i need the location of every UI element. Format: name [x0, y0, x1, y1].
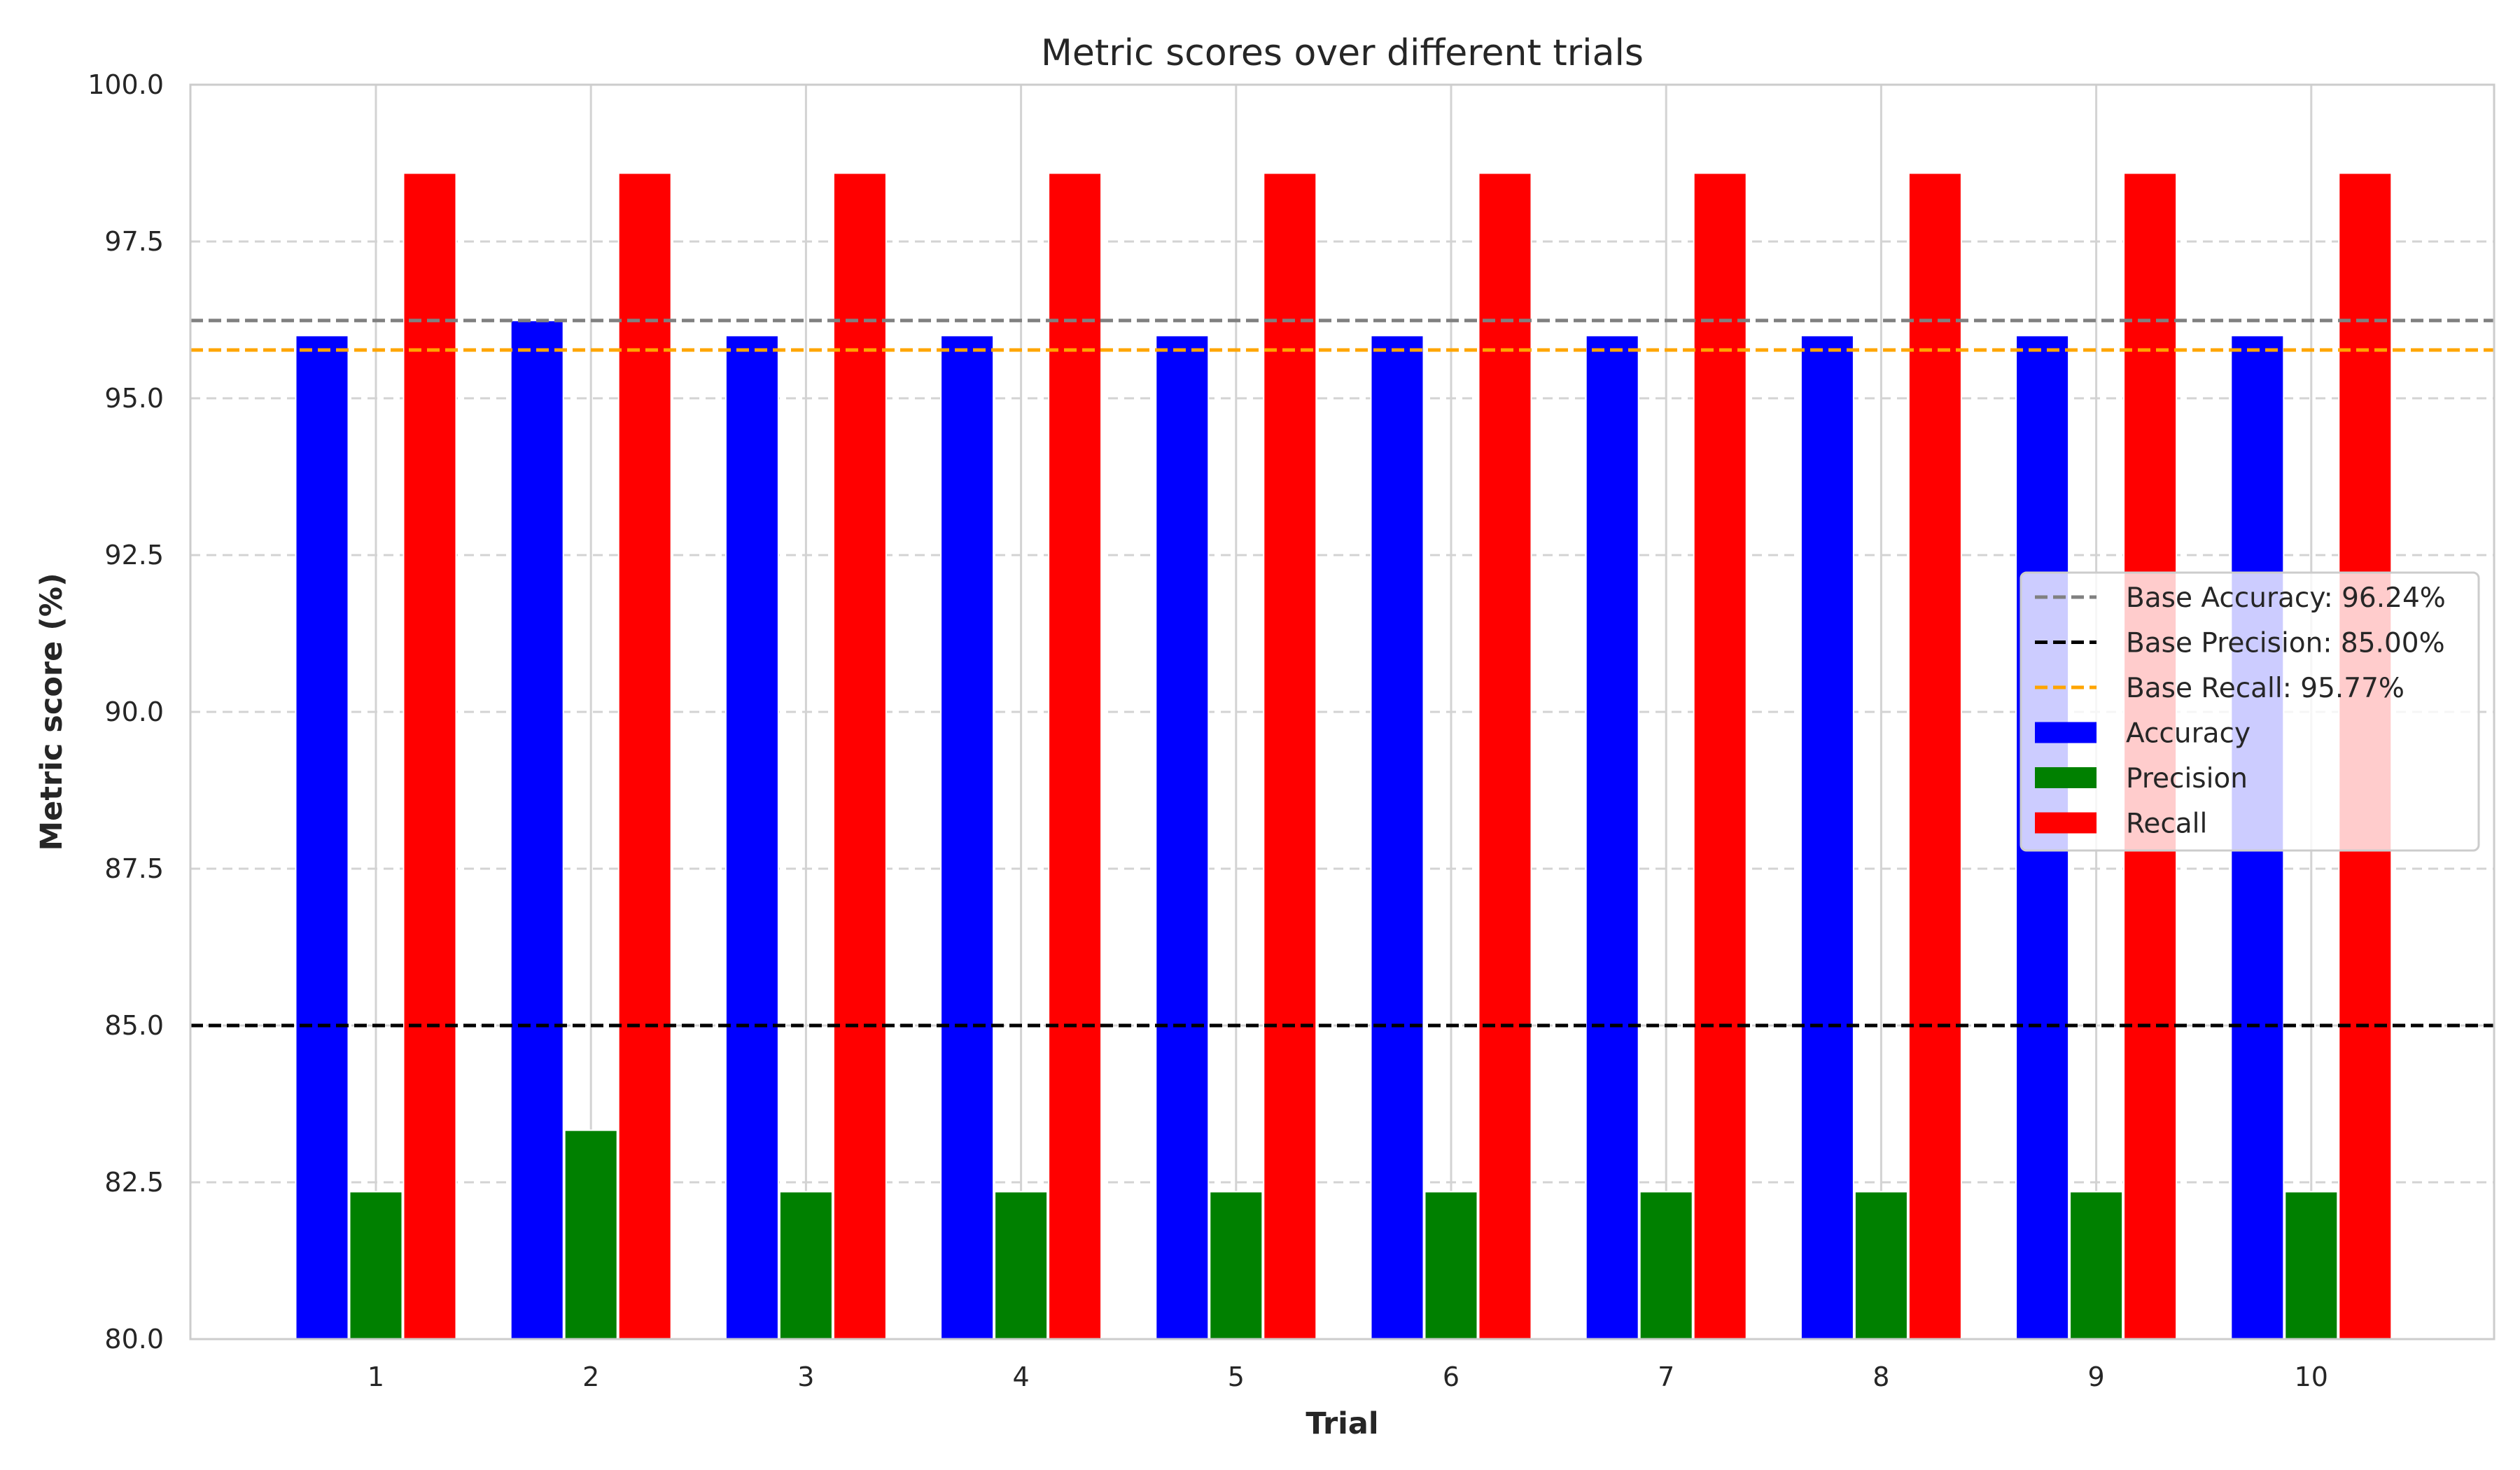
legend-label: Base Recall: 95.77% [2126, 673, 2404, 704]
legend: Base Accuracy: 96.24% Base Precision: 85.… [2019, 571, 2480, 852]
bar-recall [832, 172, 887, 1340]
bar-accuracy [1370, 335, 1424, 1340]
bar-recall [402, 172, 457, 1340]
y-tick-label: 87.5 [104, 853, 164, 884]
bar-precision [349, 1191, 403, 1340]
bar-precision [1639, 1191, 1693, 1340]
bar-recall [1263, 172, 1317, 1340]
x-tick-label: 10 [2295, 1362, 2328, 1392]
y-axis-title: Metric score (%) [34, 573, 69, 850]
y-tick-label: 92.5 [104, 540, 164, 570]
bar-accuracy [510, 319, 564, 1340]
x-tick-label: 1 [368, 1362, 384, 1392]
bar-recall [1048, 172, 1102, 1340]
legend-color-swatch [2035, 722, 2096, 743]
x-tick-label: 8 [1872, 1362, 1889, 1392]
x-tick-label: 9 [2088, 1362, 2105, 1392]
y-tick-labels: 80.0 82.5 85.0 87.5 90.0 92.5 95.0 97.5 100.0 [88, 69, 164, 1354]
y-tick-label: 97.5 [104, 226, 164, 257]
x-axis-title: Trial [1306, 1406, 1378, 1441]
y-tick-label: 80.0 [104, 1324, 164, 1354]
bar-accuracy [940, 335, 995, 1340]
bar-precision [778, 1191, 833, 1340]
bar-precision [2284, 1191, 2339, 1340]
legend-label: Precision [2126, 763, 2248, 794]
bar-precision [1854, 1191, 1908, 1340]
bar-accuracy [724, 335, 779, 1340]
x-tick-label: 4 [1013, 1362, 1030, 1392]
bar-accuracy [1155, 335, 1210, 1340]
legend-label: Accuracy [2126, 718, 2250, 750]
y-tick-label: 95.0 [104, 383, 164, 414]
x-tick-label: 6 [1443, 1362, 1460, 1392]
legend-color-swatch [2035, 812, 2096, 834]
legend-label: Base Precision: 85.00% [2126, 628, 2445, 659]
bar-recall [1907, 172, 1962, 1340]
x-tick-label: 2 [582, 1362, 599, 1392]
bar-recall [617, 172, 672, 1340]
legend-label: Recall [2126, 808, 2207, 840]
bar-recall [1478, 172, 1532, 1340]
legend-color-swatch [2035, 767, 2096, 788]
bar-accuracy [295, 335, 349, 1340]
bar-precision [1424, 1191, 1478, 1340]
x-tick-label: 7 [1658, 1362, 1674, 1392]
reference-lines [190, 318, 2494, 1028]
bar-accuracy [1585, 335, 1639, 1340]
y-tick-label: 100.0 [88, 69, 164, 100]
y-tick-label: 82.5 [104, 1167, 164, 1198]
x-tick-label: 5 [1228, 1362, 1245, 1392]
bar-precision [2069, 1191, 2124, 1340]
y-tick-label: 85.0 [104, 1010, 164, 1041]
legend-label: Base Accuracy: 96.24% [2126, 582, 2446, 614]
legend-box [2019, 571, 2480, 852]
bar-accuracy [1800, 335, 1854, 1340]
bar-recall [1693, 172, 1747, 1340]
bar-precision [994, 1191, 1049, 1340]
chart-title: Metric scores over different trials [1041, 32, 1644, 74]
y-tick-label: 90.0 [104, 696, 164, 727]
x-tick-label: 3 [797, 1362, 814, 1392]
x-tick-labels: 1 2 3 4 5 6 7 8 9 10 [368, 1362, 2328, 1392]
bar-precision [564, 1129, 618, 1340]
plot-area-frame [189, 83, 2496, 1340]
bar-precision [1209, 1191, 1264, 1340]
